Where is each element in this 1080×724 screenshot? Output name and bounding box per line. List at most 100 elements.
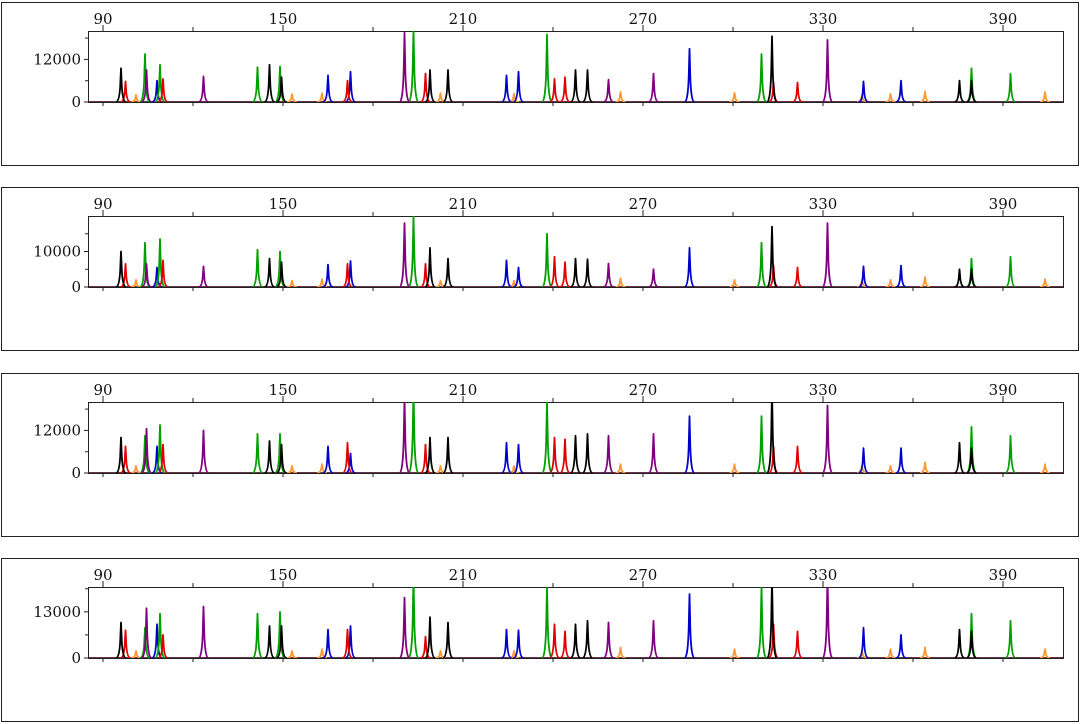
peak-black	[766, 587, 778, 658]
peak-blue	[895, 79, 907, 102]
peak-red	[157, 78, 169, 102]
x-tick-label: 330	[809, 566, 838, 584]
peak-black	[954, 79, 965, 102]
peak-red	[157, 259, 169, 287]
peak-black	[115, 250, 127, 287]
peak-blue	[322, 263, 334, 287]
peak-black	[954, 441, 965, 473]
x-tick-label: 270	[629, 381, 658, 399]
peak-red	[549, 623, 560, 658]
peak-blue	[322, 628, 334, 658]
peak-orange	[885, 465, 896, 473]
peak-purple	[141, 69, 152, 102]
peak-purple	[822, 222, 833, 287]
peak-black	[424, 436, 436, 473]
peak-black	[442, 436, 454, 473]
peak-red	[342, 263, 353, 287]
peak-purple	[603, 262, 614, 287]
peak-red	[420, 263, 431, 287]
peak-blue	[513, 443, 524, 473]
peak-black	[276, 625, 287, 658]
peak-black	[966, 447, 977, 473]
peak-orange	[885, 92, 896, 102]
panel-frame	[1, 2, 1079, 166]
peak-black	[582, 69, 593, 102]
y-tick-label: 10000	[33, 243, 81, 261]
peak-blue	[501, 259, 512, 287]
x-tick-label: 210	[449, 381, 478, 399]
peak-red	[792, 445, 803, 473]
peak-green	[252, 66, 263, 102]
x-tick-label: 210	[449, 195, 478, 213]
peak-black	[264, 63, 275, 102]
x-tick-label: 330	[809, 381, 838, 399]
panel-frame	[1, 187, 1079, 351]
peak-orange	[885, 279, 896, 287]
peak-red	[157, 443, 169, 473]
peak-red	[420, 635, 431, 658]
peak-red	[559, 630, 571, 658]
peak-blue	[858, 265, 869, 287]
peak-purple	[822, 38, 833, 102]
peak-orange	[615, 277, 626, 287]
peak-purple	[603, 434, 614, 473]
peak-blue	[345, 260, 356, 287]
peak-green	[274, 433, 286, 473]
peak-purple	[198, 429, 209, 473]
peak-purple	[399, 222, 410, 287]
peak-orange	[286, 650, 298, 658]
peak-red	[792, 630, 803, 658]
peak-orange	[286, 93, 298, 102]
peak-black	[766, 402, 778, 473]
peak-black	[442, 621, 454, 658]
x-tick-label: 90	[93, 381, 112, 399]
x-tick-label: 90	[93, 566, 112, 584]
peak-black	[264, 625, 275, 658]
peak-black	[115, 67, 127, 102]
peak-blue	[684, 593, 695, 658]
peak-orange	[130, 465, 142, 473]
peak-orange	[1039, 91, 1051, 102]
peaks-layer	[88, 31, 1063, 102]
y-tick-label: 0	[71, 464, 81, 482]
peak-orange	[286, 279, 298, 287]
peak-black	[570, 257, 581, 287]
peak-black	[115, 436, 127, 473]
peak-blue	[858, 80, 869, 102]
peak-black	[766, 225, 778, 287]
peak-orange	[729, 91, 740, 102]
peak-red	[120, 445, 131, 473]
peak-orange	[130, 279, 142, 287]
peak-black	[582, 433, 593, 473]
peak-red	[420, 72, 431, 102]
peak-blue	[501, 628, 512, 658]
peak-black	[766, 35, 778, 102]
peak-green	[755, 587, 768, 658]
peak-purple	[648, 433, 659, 473]
peak-blue	[895, 447, 907, 473]
peak-red	[120, 263, 131, 287]
x-tick-label: 390	[989, 566, 1018, 584]
peak-red	[549, 436, 560, 473]
peak-red	[792, 81, 803, 102]
peak-orange	[885, 648, 896, 658]
y-tick-label: 0	[71, 278, 81, 296]
peak-purple	[198, 75, 209, 102]
x-tick-label: 210	[449, 10, 478, 28]
panel-frame	[1, 373, 1079, 537]
x-tick-label: 90	[93, 10, 112, 28]
peak-blue	[858, 626, 869, 658]
x-tick-label: 390	[989, 381, 1018, 399]
peak-orange	[919, 646, 931, 658]
peak-blue	[684, 47, 695, 102]
peak-green	[407, 216, 420, 287]
peak-purple	[648, 72, 659, 102]
peak-blue	[322, 74, 334, 102]
peak-blue	[322, 445, 334, 473]
peak-purple	[398, 31, 411, 102]
peak-blue	[513, 70, 524, 102]
peak-orange	[1039, 648, 1051, 658]
peaks-layer	[88, 587, 1063, 658]
peak-black	[424, 69, 436, 102]
